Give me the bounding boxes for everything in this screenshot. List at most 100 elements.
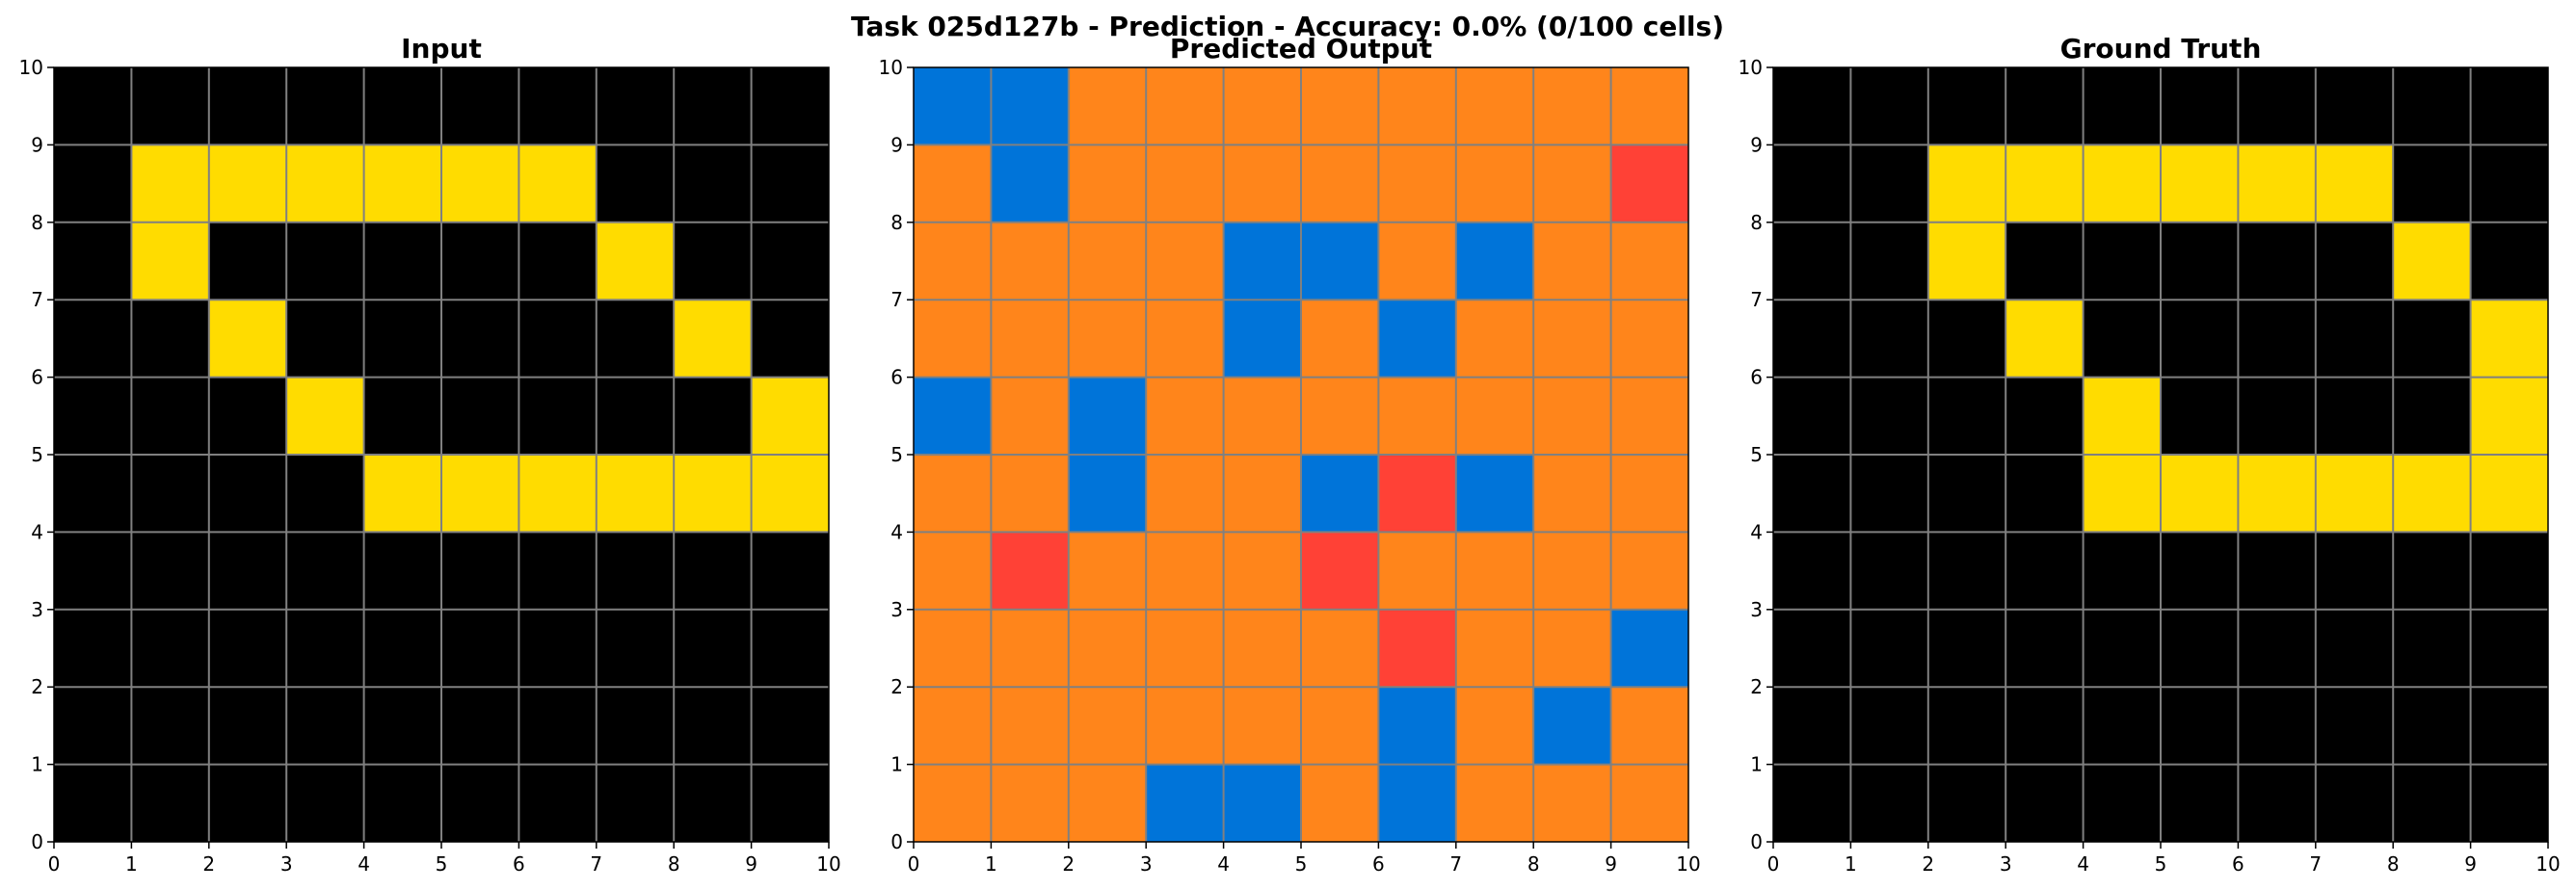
heatmap-cell	[751, 67, 830, 145]
x-axis-ticks: 0 1 2 3 4 5 6 7 8 9 10	[908, 842, 1701, 876]
heatmap-cell	[2393, 67, 2472, 145]
heatmap-cell	[1068, 532, 1147, 611]
y-tick-label: 5	[31, 443, 43, 466]
y-tick-label: 3	[1750, 598, 1763, 621]
x-tick-label: 10	[1676, 852, 1700, 876]
heatmap-cell	[286, 764, 365, 843]
panel-2: Predicted Output 0 1 2 3 4 5 6 7 8 9 10 0 1 2 3 4 5 6 7 8 9 10	[879, 33, 1701, 876]
heatmap-cell	[596, 609, 675, 688]
heatmap-cell	[1146, 687, 1225, 766]
heatmap-cell	[2393, 687, 2472, 766]
heatmap-cell	[363, 67, 442, 145]
heatmap-cell	[2005, 377, 2085, 456]
heatmap-cell	[1455, 300, 1534, 379]
x-tick-label: 3	[1140, 852, 1153, 876]
heatmap-cell	[674, 67, 753, 145]
heatmap-cell	[363, 222, 442, 301]
x-axis-ticks: 0 1 2 3 4 5 6 7 8 9 10	[48, 842, 841, 876]
heatmap-cell	[596, 222, 675, 301]
heatmap-cell	[1850, 532, 1929, 611]
heatmap-cell	[1927, 609, 2006, 688]
panel-title: Input	[401, 33, 482, 65]
heatmap-cell	[1223, 300, 1302, 379]
heatmap-cell	[2005, 764, 2085, 843]
heatmap-cell	[1850, 455, 1929, 533]
heatmap-cell	[751, 300, 830, 379]
heatmap-cell	[441, 687, 519, 766]
heatmap-cell	[1455, 532, 1534, 611]
heatmap-cell	[914, 67, 992, 145]
heatmap-cell	[2005, 300, 2085, 379]
heatmap-cell	[286, 144, 365, 223]
y-tick-label: 9	[1750, 133, 1763, 156]
heatmap-cell	[1068, 455, 1147, 533]
heatmap-cell	[914, 455, 992, 533]
heatmap-cell	[54, 144, 132, 223]
heatmap-cell	[441, 455, 519, 533]
heatmap-cell	[2083, 455, 2162, 533]
heatmap-cell	[2083, 300, 2162, 379]
heatmap-cell	[286, 609, 365, 688]
x-tick-label: 2	[202, 852, 215, 876]
heatmap-cell	[596, 377, 675, 456]
heatmap-cell	[751, 532, 830, 611]
heatmap-cell	[1223, 609, 1302, 688]
heatmap-cell	[1455, 377, 1534, 456]
heatmap-cell	[2005, 455, 2085, 533]
heatmap-cell	[2470, 609, 2549, 688]
heatmap-cell	[2005, 609, 2085, 688]
heatmap-cell	[1850, 687, 1929, 766]
heatmap-cell	[2083, 67, 2162, 145]
heatmap-cell	[2238, 144, 2317, 223]
heatmap-cell	[518, 377, 598, 456]
heatmap-cell	[1301, 532, 1379, 611]
heatmap-cell	[286, 377, 365, 456]
x-tick-label: 1	[1845, 852, 1857, 876]
heatmap-cell	[1773, 764, 1851, 843]
heatmap-cell	[991, 455, 1070, 533]
heatmap-cell	[1610, 687, 1689, 766]
heatmap-cell	[2083, 764, 2162, 843]
heatmap-cell	[1610, 377, 1689, 456]
heatmap-cell	[1378, 764, 1457, 843]
heatmap-cell	[2161, 764, 2239, 843]
heatmap-cell	[1927, 67, 2006, 145]
heatmap-cell	[914, 532, 992, 611]
heatmap-cell	[991, 222, 1070, 301]
heatmap-cell	[596, 67, 675, 145]
y-tick-label: 4	[890, 520, 903, 543]
heatmap-cell	[751, 144, 830, 223]
heatmap-cell	[1927, 377, 2006, 456]
heatmap-cell	[1927, 300, 2006, 379]
heatmap-cell	[2005, 532, 2085, 611]
x-tick-label: 7	[590, 852, 602, 876]
heatmap-cell	[2470, 764, 2549, 843]
x-tick-label: 7	[1449, 852, 1462, 876]
heatmap-cell	[1850, 222, 1929, 301]
x-tick-label: 10	[2536, 852, 2560, 876]
grid-lines	[54, 67, 829, 842]
heatmap-cells	[914, 67, 1689, 843]
heatmap-cell	[2393, 222, 2472, 301]
heatmap-cell	[1146, 455, 1225, 533]
heatmap-cell	[2393, 455, 2472, 533]
x-tick-label: 6	[513, 852, 525, 876]
heatmap-cell	[1378, 532, 1457, 611]
heatmap-cell	[2161, 222, 2239, 301]
heatmap-cell	[596, 144, 675, 223]
heatmap-cell	[991, 300, 1070, 379]
x-tick-label: 1	[985, 852, 997, 876]
heatmap-cell	[2315, 300, 2394, 379]
heatmap-cell	[1533, 377, 1612, 456]
heatmap-cell	[1146, 67, 1225, 145]
panel-1: Input 0 1 2 3 4 5 6 7 8 9 10 0 1 2 3 4 5 6 7 8 9 10	[19, 33, 841, 876]
y-tick-label: 9	[31, 133, 43, 156]
heatmap-cell	[518, 609, 598, 688]
heatmap-cell	[1223, 144, 1302, 223]
y-tick-label: 8	[890, 211, 903, 234]
heatmap-cell	[2393, 377, 2472, 456]
heatmap-cell	[674, 455, 753, 533]
x-tick-label: 6	[2232, 852, 2244, 876]
heatmap-cell	[1927, 222, 2006, 301]
heatmap-cell	[1850, 144, 1929, 223]
